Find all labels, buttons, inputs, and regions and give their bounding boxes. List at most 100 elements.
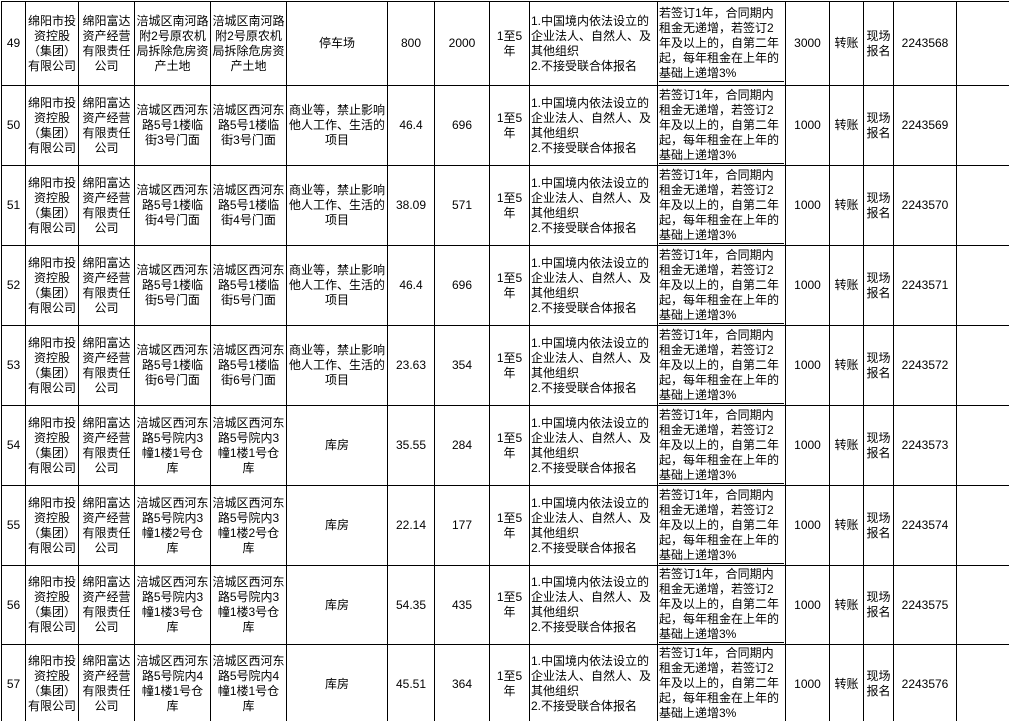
cell-registration-method: 现场报名 — [863, 485, 894, 566]
cell-owner-company: 绵阳市投资控股（集团）有限公司 — [25, 405, 79, 486]
cell-remark — [956, 85, 1009, 166]
cell-asset-name: 涪城区西河东路5号1楼临街3号门面 — [134, 85, 211, 166]
cell-asset-location: 涪城区西河东路5号1楼临街5号门面 — [210, 245, 287, 326]
cell-asset-name: 涪城区南河路附2号原农机局拆除危房资产土地 — [134, 1, 211, 86]
cell-rent: 284 — [434, 405, 490, 486]
cell-bidder-qualification: 1.中国境内依法设立的企业法人、自然人、及其他组织 2.不接受联合体报名 — [529, 405, 658, 486]
cell-lease-term: 1至5年 — [489, 485, 530, 566]
cell-lease-term: 1至5年 — [489, 1, 530, 86]
cell-operating-company: 绵阳富达资产经营有限责任公司 — [78, 85, 135, 166]
cell-bidder-qualification: 1.中国境内依法设立的企业法人、自然人、及其他组织 2.不接受联合体报名 — [529, 485, 658, 566]
cell-owner-company: 绵阳市投资控股（集团）有限公司 — [25, 485, 79, 566]
cell-area: 23.63 — [387, 325, 435, 406]
cell-area: 35.55 — [387, 405, 435, 486]
cell-listing-number: 2243569 — [893, 85, 957, 166]
cell-bidder-qualification: 1.中国境内依法设立的企业法人、自然人、及其他组织 2.不接受联合体报名 — [529, 325, 658, 406]
cell-operating-company: 绵阳富达资产经营有限责任公司 — [78, 325, 135, 406]
cell-rent-escalation-clause: 若签订1年，合同期内租金无递增，若签订2年及以上的，自第二年起，每年租金在上年的… — [657, 644, 786, 721]
cell-remark — [956, 485, 1009, 566]
cell-payment-method: 转账 — [829, 644, 864, 721]
cell-seq: 50 — [1, 85, 26, 166]
table-row: 50 绵阳市投资控股（集团）有限公司 绵阳富达资产经营有限责任公司 涪城区西河东… — [1, 85, 1009, 166]
cell-bidder-qualification: 1.中国境内依法设立的企业法人、自然人、及其他组织 2.不接受联合体报名 — [529, 245, 658, 326]
cell-operating-company: 绵阳富达资产经营有限责任公司 — [78, 165, 135, 246]
cell-asset-name: 涪城区西河东路5号1楼临街6号门面 — [134, 325, 211, 406]
cell-usage: 库房 — [286, 565, 388, 645]
cell-area: 45.51 — [387, 644, 435, 721]
cell-rent: 571 — [434, 165, 490, 246]
cell-operating-company: 绵阳富达资产经营有限责任公司 — [78, 405, 135, 486]
cell-deposit: 1000 — [785, 165, 830, 246]
cell-rent-escalation-clause: 若签订1年，合同期内租金无递增，若签订2年及以上的，自第二年起，每年租金在上年的… — [657, 245, 786, 326]
table-row: 49 绵阳市投资控股（集团）有限公司 绵阳富达资产经营有限责任公司 涪城区南河路… — [1, 1, 1009, 86]
cell-deposit: 3000 — [785, 1, 830, 86]
cell-operating-company: 绵阳富达资产经营有限责任公司 — [78, 565, 135, 645]
cell-asset-location: 涪城区南河路附2号原农机局拆除危房资产土地 — [210, 1, 287, 86]
table-row: 53 绵阳市投资控股（集团）有限公司 绵阳富达资产经营有限责任公司 涪城区西河东… — [1, 325, 1009, 406]
cell-owner-company: 绵阳市投资控股（集团）有限公司 — [25, 245, 79, 326]
cell-registration-method: 现场报名 — [863, 85, 894, 166]
cell-owner-company: 绵阳市投资控股（集团）有限公司 — [25, 85, 79, 166]
cell-deposit: 1000 — [785, 405, 830, 486]
table-row: 54 绵阳市投资控股（集团）有限公司 绵阳富达资产经营有限责任公司 涪城区西河东… — [1, 405, 1009, 486]
cell-seq: 54 — [1, 405, 26, 486]
cell-listing-number: 2243571 — [893, 245, 957, 326]
cell-payment-method: 转账 — [829, 1, 864, 86]
cell-usage: 商业等，禁止影响他人工作、生活的项目 — [286, 165, 388, 246]
cell-area: 54.35 — [387, 565, 435, 645]
cell-bidder-qualification: 1.中国境内依法设立的企业法人、自然人、及其他组织 2.不接受联合体报名 — [529, 85, 658, 166]
cell-area: 46.4 — [387, 245, 435, 326]
table-row: 55 绵阳市投资控股（集团）有限公司 绵阳富达资产经营有限责任公司 涪城区西河东… — [1, 485, 1009, 566]
cell-rent: 364 — [434, 644, 490, 721]
cell-lease-term: 1至5年 — [489, 405, 530, 486]
cell-rent: 435 — [434, 565, 490, 645]
cell-payment-method: 转账 — [829, 245, 864, 326]
cell-payment-method: 转账 — [829, 165, 864, 246]
cell-owner-company: 绵阳市投资控股（集团）有限公司 — [25, 325, 79, 406]
cell-rent: 177 — [434, 485, 490, 566]
table-row: 56 绵阳市投资控股（集团）有限公司 绵阳富达资产经营有限责任公司 涪城区西河东… — [1, 565, 1009, 645]
cell-asset-name: 涪城区西河东路5号院内3幢1楼1号仓库 — [134, 405, 211, 486]
cell-operating-company: 绵阳富达资产经营有限责任公司 — [78, 485, 135, 566]
cell-listing-number: 2243576 — [893, 644, 957, 721]
cell-payment-method: 转账 — [829, 325, 864, 406]
cell-deposit: 1000 — [785, 565, 830, 645]
cell-area: 46.4 — [387, 85, 435, 166]
cell-bidder-qualification: 1.中国境内依法设立的企业法人、自然人、及其他组织 2.不接受联合体报名 — [529, 1, 658, 86]
cell-area: 800 — [387, 1, 435, 86]
cell-rent-escalation-clause: 若签订1年，合同期内租金无递增，若签订2年及以上的，自第二年起，每年租金在上年的… — [657, 1, 786, 86]
cell-registration-method: 现场报名 — [863, 245, 894, 326]
cell-asset-name: 涪城区西河东路5号院内4幢1楼1号仓库 — [134, 644, 211, 721]
cell-usage: 商业等，禁止影响他人工作、生活的项目 — [286, 325, 388, 406]
cell-remark — [956, 325, 1009, 406]
cell-remark — [956, 405, 1009, 486]
cell-seq: 55 — [1, 485, 26, 566]
cell-asset-location: 涪城区西河东路5号1楼临街3号门面 — [210, 85, 287, 166]
cell-remark — [956, 1, 1009, 86]
cell-seq: 52 — [1, 245, 26, 326]
cell-owner-company: 绵阳市投资控股（集团）有限公司 — [25, 1, 79, 86]
cell-remark — [956, 565, 1009, 645]
cell-usage: 库房 — [286, 644, 388, 721]
cell-rent: 696 — [434, 85, 490, 166]
cell-asset-location: 涪城区西河东路5号1楼临街6号门面 — [210, 325, 287, 406]
cell-seq: 57 — [1, 644, 26, 721]
cell-usage: 商业等，禁止影响他人工作、生活的项目 — [286, 245, 388, 326]
cell-lease-term: 1至5年 — [489, 644, 530, 721]
cell-payment-method: 转账 — [829, 85, 864, 166]
cell-usage: 库房 — [286, 405, 388, 486]
cell-area: 22.14 — [387, 485, 435, 566]
cell-bidder-qualification: 1.中国境内依法设立的企业法人、自然人、及其他组织 2.不接受联合体报名 — [529, 565, 658, 645]
cell-rent-escalation-clause: 若签订1年，合同期内租金无递增，若签订2年及以上的，自第二年起，每年租金在上年的… — [657, 565, 786, 645]
cell-usage: 停车场 — [286, 1, 388, 86]
cell-asset-name: 涪城区西河东路5号1楼临街5号门面 — [134, 245, 211, 326]
cell-asset-location: 涪城区西河东路5号院内3幢1楼2号仓库 — [210, 485, 287, 566]
cell-area: 38.09 — [387, 165, 435, 246]
cell-bidder-qualification: 1.中国境内依法设立的企业法人、自然人、及其他组织 2.不接受联合体报名 — [529, 165, 658, 246]
cell-asset-name: 涪城区西河东路5号1楼临街4号门面 — [134, 165, 211, 246]
cell-asset-location: 涪城区西河东路5号院内4幢1楼1号仓库 — [210, 644, 287, 721]
cell-rent-escalation-clause: 若签订1年，合同期内租金无递增，若签订2年及以上的，自第二年起，每年租金在上年的… — [657, 165, 786, 246]
